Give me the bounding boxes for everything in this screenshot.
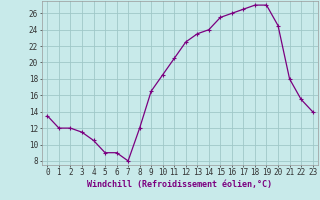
X-axis label: Windchill (Refroidissement éolien,°C): Windchill (Refroidissement éolien,°C) <box>87 180 273 189</box>
